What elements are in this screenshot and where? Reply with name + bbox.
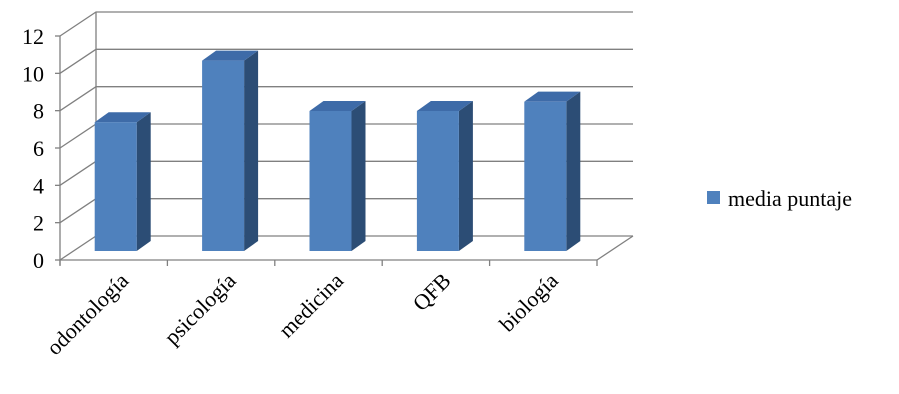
bar-side xyxy=(244,50,259,251)
bar-top xyxy=(94,112,151,123)
bar xyxy=(524,91,581,252)
y-tick-label: 8 xyxy=(33,99,44,124)
y-tick-label: 6 xyxy=(33,136,44,161)
gridline xyxy=(59,11,633,37)
bar-top xyxy=(309,101,366,111)
y-axis: 0 2 4 6 8 10 12 xyxy=(22,24,61,273)
bar xyxy=(309,101,366,251)
y-tick-label: 2 xyxy=(33,211,44,236)
bar xyxy=(416,101,473,251)
x-tick-label: psicología xyxy=(159,268,241,350)
bar-side xyxy=(458,101,473,251)
bar-top xyxy=(202,50,259,61)
bar-front xyxy=(309,111,352,251)
x-tick-label: biología xyxy=(494,268,563,337)
bar-front xyxy=(202,60,245,251)
bar-side xyxy=(136,112,151,251)
bar-top xyxy=(416,101,473,111)
y-tick-label: 10 xyxy=(22,61,44,86)
y-tick-label: 4 xyxy=(33,173,44,198)
bar-side xyxy=(566,91,581,252)
bar xyxy=(202,50,259,251)
bar-series xyxy=(94,50,581,252)
gridline xyxy=(59,48,633,74)
x-axis: odontología psicología medicina QFB biología xyxy=(41,259,598,360)
y-tick-label: 0 xyxy=(33,248,44,273)
x-tick-label: QFB xyxy=(408,268,456,316)
bar-side xyxy=(351,101,366,251)
bar-front xyxy=(94,122,137,251)
legend-label: media puntaje xyxy=(728,186,852,211)
bar-top xyxy=(524,91,581,102)
legend: media puntaje xyxy=(707,186,852,211)
bar xyxy=(94,112,151,251)
bar-front xyxy=(524,101,567,252)
y-tick-label: 12 xyxy=(22,24,44,49)
x-tick-label: medicina xyxy=(273,268,348,343)
bar-front xyxy=(416,111,459,251)
floor-edge xyxy=(596,235,634,261)
x-tick-label: odontología xyxy=(41,268,133,360)
legend-swatch xyxy=(707,191,720,204)
